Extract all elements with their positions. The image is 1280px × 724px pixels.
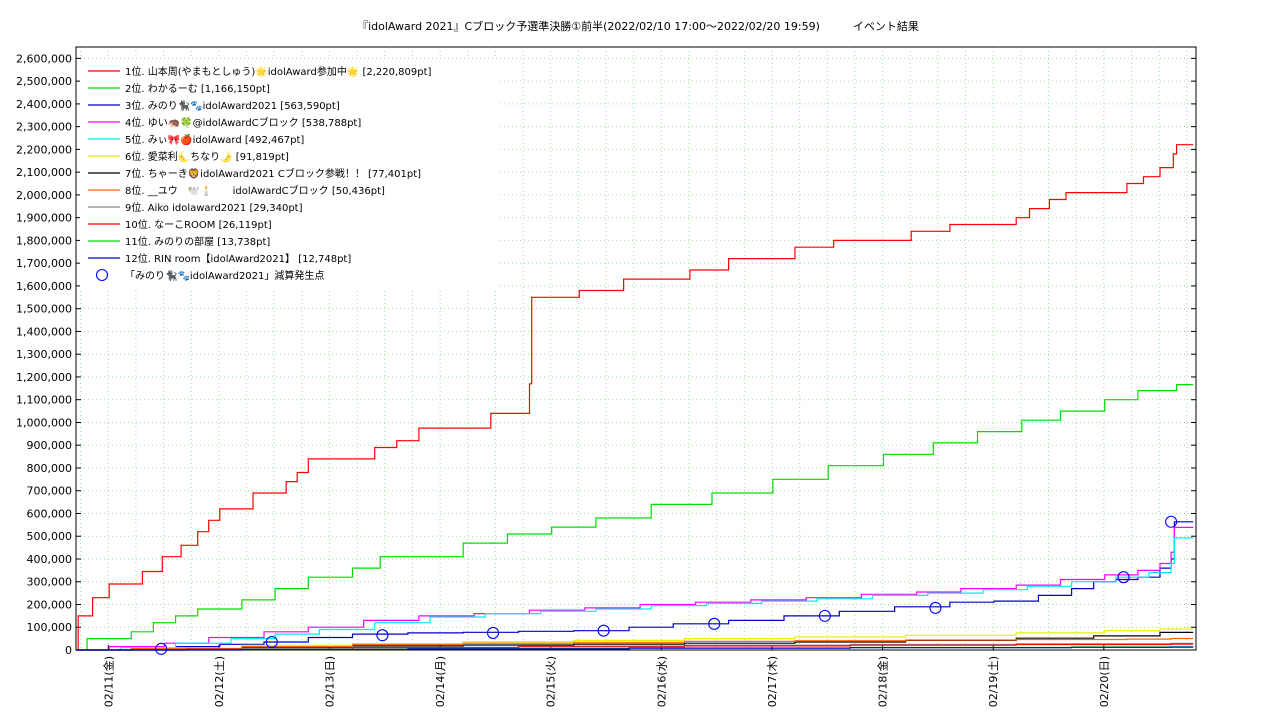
- x-tick-label: 02/19(土): [987, 656, 1000, 707]
- y-tick-label: 900,000: [27, 439, 73, 452]
- series-line-1: [76, 144, 1194, 651]
- x-tick-label: 02/17(木): [766, 656, 779, 707]
- reduction-marker: [597, 624, 610, 637]
- y-tick-label: 1,100,000: [16, 394, 72, 407]
- y-tick-label: 400,000: [27, 553, 73, 566]
- reduction-marker: [155, 642, 168, 655]
- reduction-marker: [486, 626, 500, 639]
- y-tick-label: 1,800,000: [16, 234, 72, 247]
- y-tick-label: 2,000,000: [16, 189, 72, 202]
- legend-box: [80, 59, 500, 291]
- reduction-marker: [265, 635, 278, 649]
- legend-label-8: 8位. __ユウ 🕊️🕯️ idolAwardCブロック [50,436pt]: [125, 184, 385, 197]
- reduction-marker: [376, 629, 389, 642]
- y-tick-label: 1,300,000: [16, 348, 72, 361]
- legend-label-9: 9位. Aiko idolaward2021 [29,340pt]: [125, 201, 303, 214]
- legend-label-5: 5位. みぃ🎀🍎idolAward [492,467pt]: [125, 133, 304, 146]
- chart-title: 『idolAward 2021』Cブロック予選準決勝①前半(2022/02/10…: [357, 19, 919, 33]
- legend: 1位. 山本周(やまもとしゅう)🌟idolAward参加中🌟 [2,220,80…: [80, 59, 500, 291]
- series-line-2: [76, 384, 1194, 651]
- x-tick-label: 02/20(日): [1098, 656, 1111, 707]
- y-tick-label: 2,200,000: [16, 143, 72, 156]
- series-line-3: [76, 521, 1194, 651]
- reduction-marker: [929, 601, 942, 614]
- plot-frame: [75, 46, 1197, 651]
- y-tick-label: 2,600,000: [16, 52, 72, 65]
- series-line-12: [76, 646, 1194, 651]
- y-tick-label: 100,000: [27, 621, 73, 634]
- legend-marker-label: 「みのり🐈‍⬛🐾idolAward2021」減算発生点: [125, 269, 324, 282]
- legend-label-7: 7位. ちゃーき🦁idolAward2021 Cブロック参戦！！ [77,401…: [125, 167, 421, 180]
- y-tick-label: 1,500,000: [16, 303, 72, 316]
- series-line-8: [76, 637, 1194, 651]
- series-line-6: [76, 628, 1194, 651]
- legend-label-10: 10位. なーこROOM [26,119pt]: [125, 218, 272, 231]
- legend-label-1: 1位. 山本周(やまもとしゅう)🌟idolAward参加中🌟 [2,220,80…: [125, 65, 432, 78]
- y-tick-label: 1,700,000: [16, 257, 72, 270]
- y-tick-label: 2,100,000: [16, 166, 72, 179]
- series-lines: [76, 144, 1194, 651]
- x-tick-label: 02/15(火): [545, 656, 558, 707]
- x-tick-label: 02/18(金): [876, 656, 890, 707]
- y-tick-label: 1,900,000: [16, 212, 72, 225]
- x-tick-label: 02/11(金): [101, 656, 115, 707]
- x-tick-label: 02/14(月): [434, 656, 447, 707]
- x-tick-label: 02/12(土): [213, 656, 226, 707]
- y-tick-label: 1,200,000: [16, 371, 72, 384]
- y-tick-label: 0: [65, 644, 72, 657]
- y-tick-label: 1,600,000: [16, 280, 72, 293]
- reduction-marker: [708, 617, 721, 630]
- legend-label-3: 3位. みのり🐈‍⬛🐾idolAward2021 [563,590pt]: [125, 99, 340, 112]
- y-tick-label: 1,400,000: [16, 325, 72, 338]
- legend-label-2: 2位. わかるーむ [1,166,150pt]: [125, 82, 270, 95]
- y-tick-label: 600,000: [27, 507, 73, 520]
- legend-label-12: 12位. RIN room【idolAward2021】 [12,748pt]: [125, 252, 351, 265]
- y-tick-label: 200,000: [27, 598, 73, 611]
- x-tick-label: 02/16(水): [655, 656, 668, 707]
- y-tick-label: 1,000,000: [16, 416, 72, 429]
- legend-label-6: 6位. 愛菜利🌜ちなり🌛 [91,819pt]: [125, 150, 289, 163]
- y-tick-label: 2,400,000: [16, 98, 72, 111]
- y-tick-label: 700,000: [27, 485, 73, 498]
- series-line-4: [76, 526, 1194, 651]
- legend-label-4: 4位. ゆい🦔🍀@idolAwardCブロック [538,788pt]: [125, 116, 361, 129]
- y-tick-label: 500,000: [27, 530, 73, 543]
- y-tick-label: 800,000: [27, 462, 73, 475]
- reduction-marker: [818, 609, 831, 622]
- legend-label-11: 11位. みのりの部屋 [13,738pt]: [125, 235, 270, 248]
- legend-marker-swatch: [95, 268, 109, 282]
- reduction-marker: [1165, 515, 1178, 528]
- x-tick-label: 02/13(日): [324, 656, 337, 707]
- reduction-marker: [1117, 571, 1130, 584]
- markers: [155, 515, 1178, 655]
- series-line-5: [76, 537, 1194, 651]
- y-tick-label: 2,500,000: [16, 75, 72, 88]
- y-tick-label: 2,300,000: [16, 121, 72, 134]
- y-tick-label: 300,000: [27, 576, 73, 589]
